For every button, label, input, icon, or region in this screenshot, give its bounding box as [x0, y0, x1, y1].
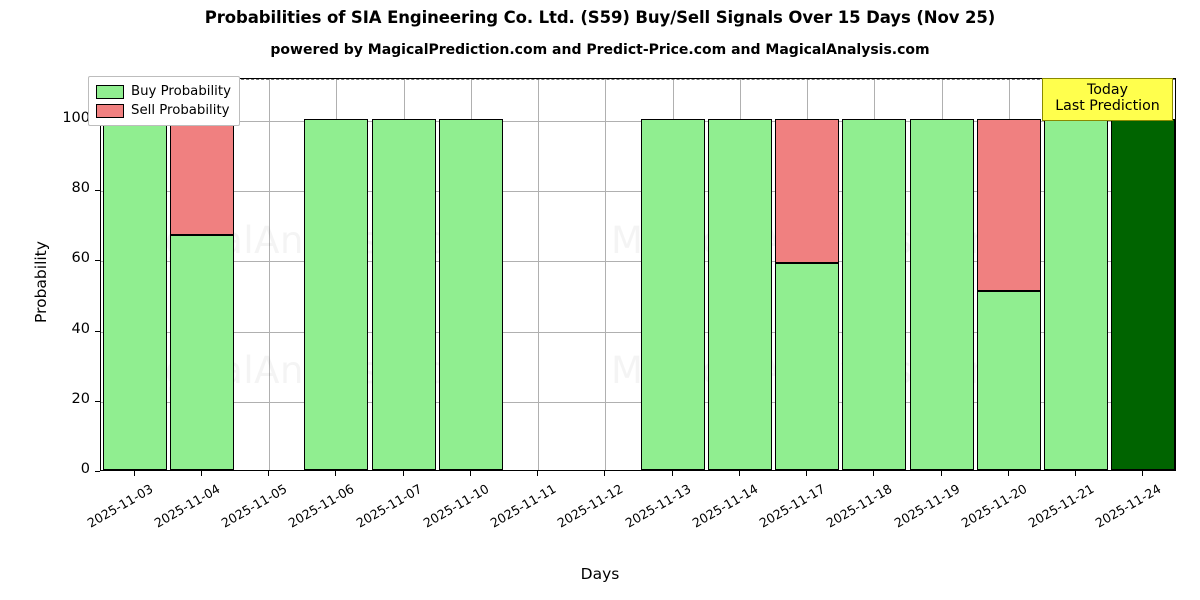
bar-segment-buy[interactable] [842, 119, 907, 470]
gridline-horizontal [101, 191, 1175, 193]
bar-segment-buy[interactable] [304, 119, 369, 470]
plot-area: MagicalAnalysis.comMagicalAnalysis.comMa… [100, 78, 1176, 471]
y-axis-tick-mark [95, 400, 100, 402]
y-axis-tick-label: 80 [71, 180, 90, 197]
x-axis-label: Days [580, 565, 620, 583]
x-axis-tick-label: 2025-11-03 [84, 481, 156, 531]
x-axis-tick-mark [940, 471, 942, 476]
x-axis-tick-mark [402, 471, 404, 476]
y-axis-tick-label: 40 [71, 320, 90, 337]
y-axis-tick-mark [95, 471, 100, 472]
bar-segment-buy[interactable] [707, 119, 772, 470]
y-axis-tick-label: 20 [71, 390, 90, 407]
bar-segment-buy[interactable] [909, 119, 974, 470]
bar-2025-11-13[interactable] [640, 77, 705, 470]
x-axis-tick-mark [1142, 471, 1144, 476]
x-axis-tick-mark [537, 471, 539, 476]
x-axis-tick-mark [200, 471, 202, 476]
bar-2025-11-03[interactable] [102, 77, 167, 470]
y-axis-tick-label: 60 [71, 250, 90, 267]
bar-segment-buy[interactable] [976, 291, 1041, 470]
bar-2025-11-21[interactable] [1044, 77, 1109, 470]
chart-legend: Buy Probability Sell Probability [88, 76, 240, 126]
bar-2025-11-06[interactable] [304, 77, 369, 470]
legend-swatch-sell [96, 103, 124, 118]
x-axis-tick-mark [335, 471, 337, 476]
y-axis-tick-mark [95, 260, 100, 262]
bar-segment-buy[interactable] [102, 119, 167, 470]
bar-segment-buy[interactable] [775, 262, 840, 470]
x-axis-tick-mark [133, 471, 135, 476]
x-axis-tick-mark [671, 471, 673, 476]
y-axis-tick-label: 100 [62, 110, 90, 127]
legend-item-sell: Sell Probability [96, 101, 231, 120]
legend-label-buy: Buy Probability [131, 84, 231, 99]
x-axis-tick-mark [469, 471, 471, 476]
bar-segment-sell[interactable] [976, 119, 1041, 292]
gridline-horizontal [101, 401, 1175, 403]
legend-item-buy: Buy Probability [96, 82, 231, 101]
today-callout-line1: Today [1086, 82, 1129, 98]
bar-2025-11-14[interactable] [707, 77, 772, 470]
threshold-line [101, 79, 1175, 80]
x-axis-tick-mark [1075, 471, 1077, 476]
bar-2025-11-07[interactable] [371, 77, 436, 470]
bar-2025-11-20[interactable] [976, 77, 1041, 470]
today-callout-line2: Last Prediction [1055, 98, 1160, 115]
x-axis-tick-mark [738, 471, 740, 476]
bar-2025-11-19[interactable] [909, 77, 974, 470]
chart-subtitle: powered by MagicalPrediction.com and Pre… [270, 42, 930, 58]
x-axis-tick-mark [873, 471, 875, 476]
gridline-horizontal [101, 121, 1175, 123]
gridline-horizontal [101, 331, 1175, 333]
legend-swatch-buy [96, 84, 124, 99]
bar-2025-11-04[interactable] [169, 77, 234, 470]
bar-segment-sell[interactable] [169, 119, 234, 235]
bar-2025-11-10[interactable] [438, 77, 503, 470]
bar-segment-buy[interactable] [640, 119, 705, 470]
x-axis-tick-mark [268, 471, 270, 476]
bar-segment-buy[interactable] [438, 119, 503, 470]
gridline-horizontal [101, 261, 1175, 263]
legend-label-sell: Sell Probability [131, 103, 230, 118]
chart-title: Probabilities of SIA Engineering Co. Ltd… [204, 8, 996, 27]
bar-2025-11-24[interactable] [1111, 77, 1176, 470]
x-axis-tick-mark [1007, 471, 1009, 476]
gridline-vertical [605, 79, 607, 470]
bar-segment-buy[interactable] [371, 119, 436, 470]
y-axis-tick-mark [95, 190, 100, 192]
gridline-vertical [269, 79, 271, 470]
y-axis-label: Probability [32, 240, 50, 323]
x-axis-tick-mark [806, 471, 808, 476]
gridline-vertical [538, 79, 540, 470]
y-axis-tick-mark [95, 330, 100, 332]
bar-segment-today[interactable] [1111, 119, 1176, 470]
bar-2025-11-18[interactable] [842, 77, 907, 470]
bar-segment-buy[interactable] [169, 234, 234, 470]
bar-segment-sell[interactable] [775, 119, 840, 263]
y-axis-tick-label: 0 [80, 461, 90, 477]
bar-segment-buy[interactable] [1044, 119, 1109, 470]
x-axis-tick-mark [604, 471, 606, 476]
today-last-prediction-callout: Today Last Prediction [1042, 78, 1173, 121]
bar-2025-11-17[interactable] [775, 77, 840, 470]
bar-layer [101, 77, 1176, 470]
